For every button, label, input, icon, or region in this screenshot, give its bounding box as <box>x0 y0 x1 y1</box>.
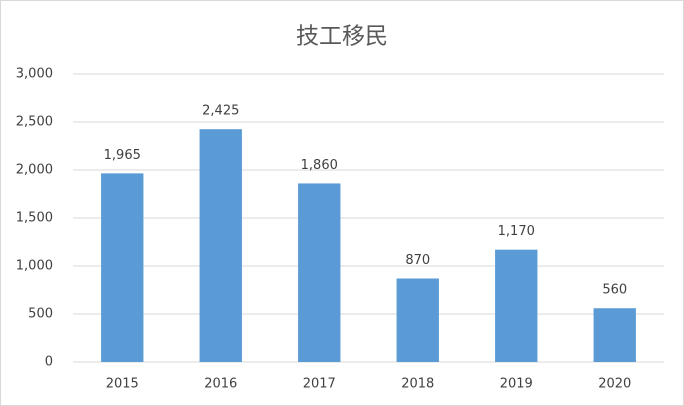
data-label: 1,170 <box>498 224 535 239</box>
y-tick-label: 3,000 <box>16 67 53 82</box>
x-tick-label: 2016 <box>204 377 237 392</box>
chart-title: 技工移民 <box>296 24 388 50</box>
x-tick-label: 2019 <box>500 377 533 392</box>
y-tick-label: 1,000 <box>16 259 53 274</box>
x-tick-label: 2017 <box>303 377 336 392</box>
bar <box>593 308 636 362</box>
data-label: 560 <box>602 283 627 298</box>
y-tick-label: 2,500 <box>16 115 53 130</box>
y-tick-label: 500 <box>28 307 53 322</box>
bar <box>199 129 242 362</box>
data-label: 1,860 <box>301 158 338 173</box>
bar <box>495 249 538 362</box>
y-tick-label: 2,000 <box>16 163 53 178</box>
x-tick-label: 2018 <box>401 377 434 392</box>
y-tick-label: 0 <box>45 355 53 370</box>
bar <box>101 173 144 362</box>
y-tick-label: 1,500 <box>16 211 53 226</box>
bar <box>396 278 439 362</box>
data-label: 2,425 <box>202 104 239 119</box>
data-label: 1,965 <box>104 148 141 163</box>
data-label: 870 <box>405 253 430 268</box>
x-tick-label: 2020 <box>598 377 631 392</box>
bar <box>298 183 341 362</box>
x-tick-label: 2015 <box>106 377 139 392</box>
